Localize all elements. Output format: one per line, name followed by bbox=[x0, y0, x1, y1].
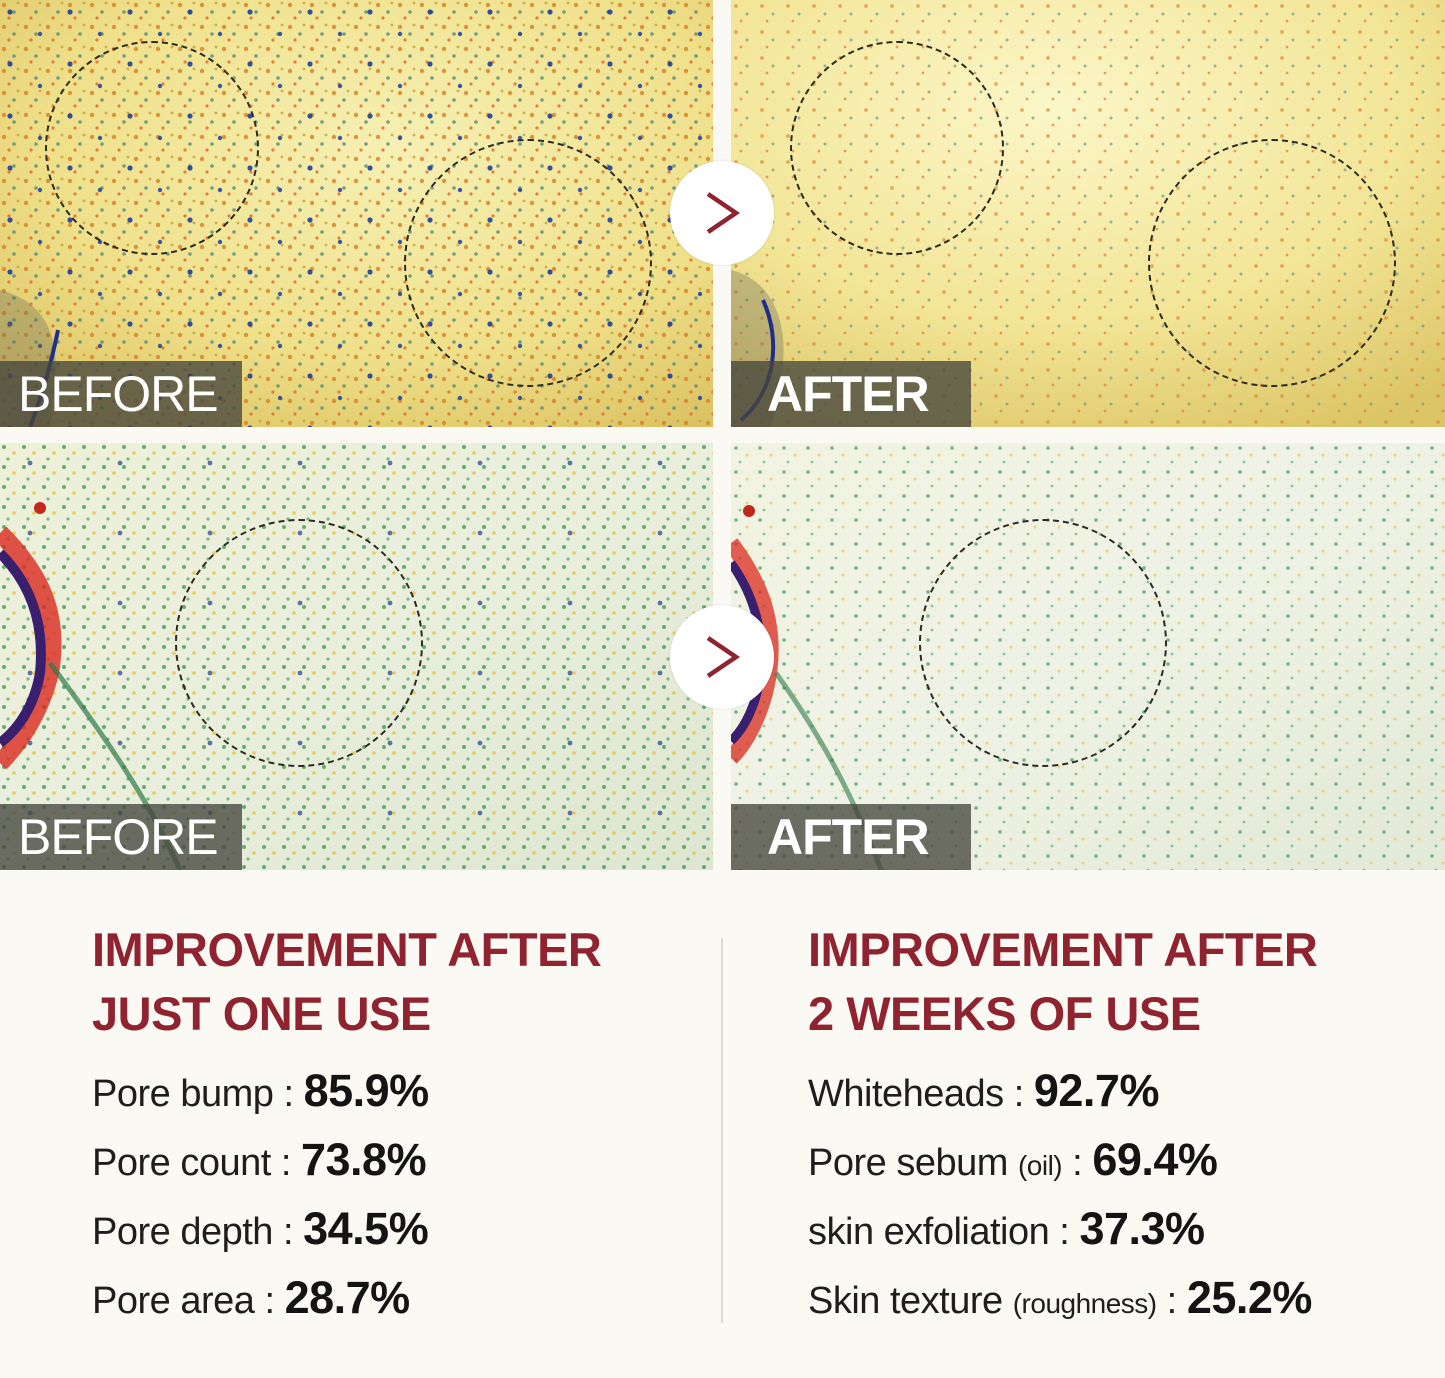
stat-note: (oil) bbox=[1017, 1150, 1063, 1181]
highlight-circle bbox=[175, 519, 423, 767]
heading-line: IMPROVEMENT AFTER bbox=[92, 923, 602, 976]
two-weeks-results: IMPROVEMENT AFTER 2 WEEKS OF USE Whitehe… bbox=[808, 918, 1428, 1332]
stat-value: 28.7% bbox=[284, 1272, 411, 1323]
highlight-circle bbox=[1148, 139, 1396, 387]
highlight-circle bbox=[404, 139, 652, 387]
stat-label: Pore bump bbox=[92, 1073, 274, 1115]
stat-value: 92.7% bbox=[1033, 1065, 1160, 1116]
column-divider bbox=[721, 938, 723, 1323]
stat-value: 34.5% bbox=[303, 1203, 429, 1254]
skin-texture-green bbox=[731, 443, 1445, 870]
stat-label: Skin texture bbox=[808, 1280, 1003, 1322]
heading-line: JUST ONE USE bbox=[92, 987, 431, 1040]
stat-pore-depth: Pore depth : 34.5% bbox=[92, 1203, 429, 1254]
stat-note: (roughness) bbox=[1012, 1288, 1157, 1319]
stats-list: Whiteheads : 92.7% Pore sebum (oil) : 69… bbox=[808, 1056, 1428, 1332]
heading-line: IMPROVEMENT AFTER bbox=[808, 923, 1318, 976]
stat-label: Pore count bbox=[92, 1142, 271, 1184]
stat-pore-sebum: Pore sebum (oil) : 69.4% bbox=[808, 1134, 1218, 1185]
chevron-right-icon bbox=[706, 636, 741, 678]
stat-pore-count: Pore count : 73.8% bbox=[92, 1134, 427, 1185]
after-label: AFTER bbox=[731, 804, 971, 870]
before-pore-image: BEFORE bbox=[0, 0, 713, 427]
after-label: AFTER bbox=[731, 361, 971, 427]
after-texture-image: AFTER bbox=[731, 443, 1445, 870]
stat-label: Whiteheads bbox=[808, 1073, 1004, 1115]
stats-list: Pore bump : 85.9% Pore count : 73.8% Por… bbox=[92, 1056, 692, 1332]
stat-label: Pore area bbox=[92, 1280, 255, 1322]
stat-whiteheads: Whiteheads : 92.7% bbox=[808, 1065, 1160, 1116]
stat-skin-exfoliation: skin exfoliation : 37.3% bbox=[808, 1203, 1205, 1254]
stat-label: Pore sebum bbox=[808, 1142, 1008, 1184]
stat-value: 25.2% bbox=[1186, 1272, 1313, 1323]
two-weeks-heading: IMPROVEMENT AFTER 2 WEEKS OF USE bbox=[808, 918, 1428, 1046]
highlight-circle bbox=[919, 519, 1167, 767]
stat-pore-bump: Pore bump : 85.9% bbox=[92, 1065, 430, 1116]
highlight-circle bbox=[45, 41, 259, 255]
one-use-heading: IMPROVEMENT AFTER JUST ONE USE bbox=[92, 918, 692, 1046]
arrow-badge bbox=[670, 161, 774, 265]
stat-label: Pore depth bbox=[92, 1211, 273, 1253]
one-use-results: IMPROVEMENT AFTER JUST ONE USE Pore bump… bbox=[92, 918, 692, 1332]
before-label: BEFORE bbox=[0, 361, 242, 427]
stat-value: 69.4% bbox=[1092, 1134, 1218, 1185]
stat-value: 73.8% bbox=[300, 1134, 427, 1185]
heading-line: 2 WEEKS OF USE bbox=[808, 987, 1201, 1040]
before-texture-image: BEFORE bbox=[0, 443, 713, 870]
stat-value: 85.9% bbox=[303, 1065, 430, 1116]
stat-value: 37.3% bbox=[1079, 1203, 1205, 1254]
stat-pore-area: Pore area : 28.7% bbox=[92, 1272, 411, 1323]
after-pore-image: AFTER bbox=[731, 0, 1445, 427]
arrow-badge bbox=[670, 605, 774, 709]
stat-label: skin exfoliation bbox=[808, 1211, 1050, 1253]
stat-skin-texture: Skin texture (roughness) : 25.2% bbox=[808, 1272, 1313, 1323]
highlight-circle bbox=[790, 41, 1004, 255]
before-label: BEFORE bbox=[0, 804, 242, 870]
chevron-right-icon bbox=[706, 192, 741, 234]
